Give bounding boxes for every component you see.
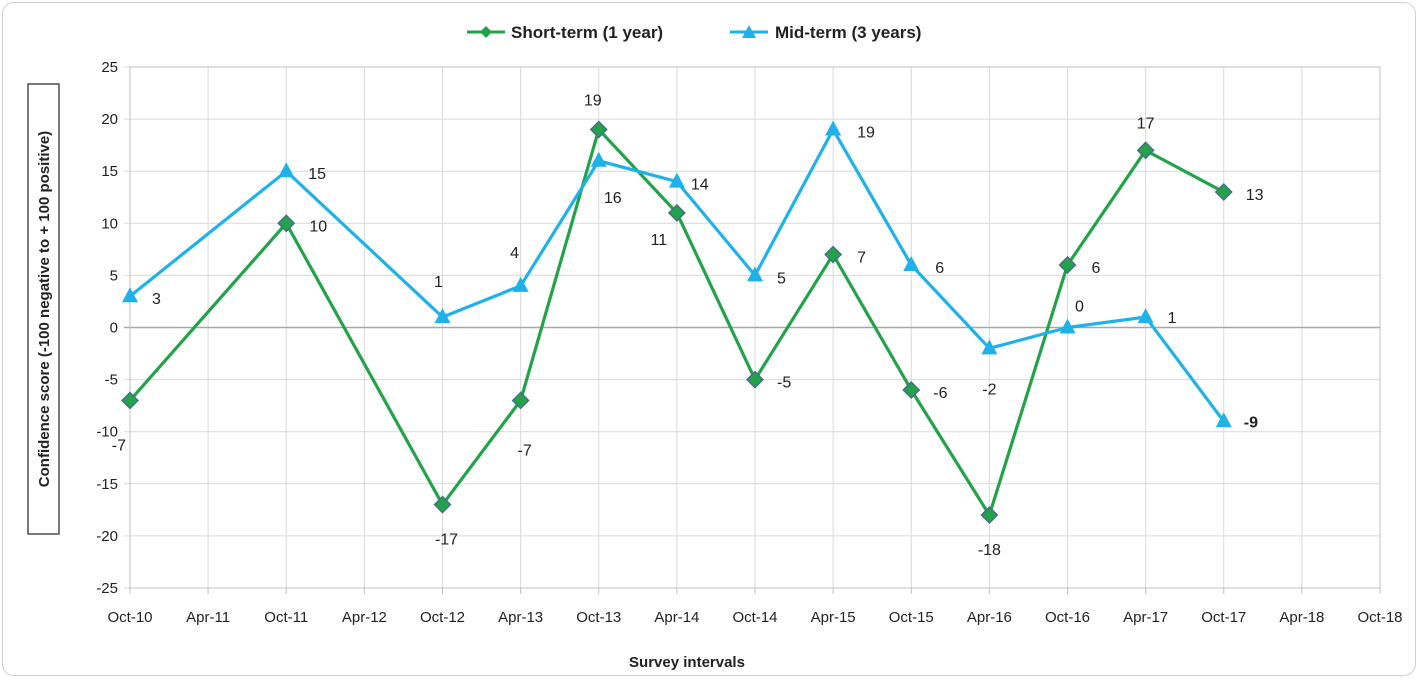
series-layer (121, 120, 1233, 525)
x-tick-label: Oct-16 (1045, 609, 1090, 626)
y-tick-label: 15 (101, 163, 118, 180)
x-tick-label: Oct-11 (264, 609, 308, 626)
data-label-mid-term-3-years-apr-14: 14 (691, 177, 709, 194)
data-label-mid-term-3-years-apr-13: 4 (510, 245, 519, 262)
point-mid-term-3-years-apr-15 (825, 120, 842, 136)
point-mid-term-3-years-oct-14 (747, 266, 763, 282)
point-short-term-1-year-oct-17 (1214, 183, 1233, 202)
y-tick-label: 25 (101, 59, 118, 76)
point-short-term-1-year-apr-16 (980, 506, 999, 525)
x-tick-label: Oct-13 (576, 609, 621, 626)
y-tick-label: -5 (105, 372, 118, 389)
data-label-mid-term-3-years-oct-10: 3 (152, 291, 161, 308)
point-mid-term-3-years-oct-15 (903, 255, 920, 271)
x-axis-title: Survey intervals (629, 654, 745, 671)
legend-item-short-term: Short-term (1 year) (467, 23, 663, 42)
data-label-short-term-1-year-apr-13: -7 (518, 442, 532, 459)
data-label-short-term-1-year-oct-11: 10 (309, 218, 327, 235)
data-label-short-term-1-year-apr-17: 17 (1137, 115, 1155, 132)
point-short-term-1-year-oct-14 (746, 370, 764, 389)
x-tick-label: Oct-15 (889, 609, 934, 626)
y-tick-label: -20 (96, 528, 118, 545)
data-label-short-term-1-year-oct-13: 19 (584, 93, 602, 110)
y-axis-title: Confidence score (-100 negative to + 100… (36, 131, 53, 487)
point-mid-term-3-years-oct-16 (1059, 318, 1076, 334)
data-label-mid-term-3-years-oct-15: 6 (935, 260, 944, 277)
point-short-term-1-year-oct-16 (1058, 255, 1077, 274)
y-tick-label: 0 (110, 320, 118, 337)
grid-lines (124, 66, 1381, 589)
data-label-mid-term-3-years-oct-11: 15 (308, 166, 326, 183)
point-mid-term-3-years-oct-11 (278, 162, 295, 178)
y-tick-label: 10 (101, 215, 118, 232)
point-short-term-1-year-apr-15 (824, 245, 843, 264)
data-label-short-term-1-year-oct-10: -7 (112, 437, 126, 454)
point-short-term-1-year-apr-13 (511, 391, 530, 410)
x-tick-label: Apr-17 (1123, 609, 1168, 626)
x-tick-label: Apr-18 (1279, 609, 1324, 626)
data-label-mid-term-3-years-oct-13: 16 (604, 190, 622, 207)
legend-label-mid-term: Mid-term (3 years) (775, 23, 921, 42)
y-axis-title-box: Confidence score (-100 negative to + 100… (27, 83, 60, 535)
legend-item-mid-term: Mid-term (3 years) (730, 23, 921, 42)
x-tick-label: Apr-11 (186, 609, 230, 626)
point-short-term-1-year-oct-11 (277, 214, 296, 233)
x-tick-label: Oct-10 (107, 609, 152, 626)
y-axis-ticks: 25 20 15 10 5 0 -5 -10 -15 -20 -25 (96, 59, 118, 597)
point-mid-term-3-years-oct-10 (122, 287, 138, 303)
y-tick-label: -10 (96, 424, 118, 441)
x-tick-label: Oct-12 (420, 609, 465, 626)
data-label-mid-term-3-years-oct-16: 0 (1075, 299, 1084, 316)
legend-label-short-term: Short-term (1 year) (511, 23, 663, 42)
data-label-mid-term-3-years-oct-12: 1 (434, 274, 443, 291)
point-short-term-1-year-oct-15 (902, 381, 921, 400)
x-tick-label: Oct-18 (1357, 609, 1402, 626)
x-tick-label: Apr-13 (498, 609, 543, 626)
data-label-mid-term-3-years-oct-17: -9 (1244, 414, 1258, 431)
data-label-short-term-1-year-apr-15: 7 (857, 250, 866, 267)
y-tick-label: 5 (110, 267, 118, 284)
data-label-mid-term-3-years-apr-16: -2 (982, 381, 996, 398)
y-tick-label: -15 (96, 476, 118, 493)
y-tick-label: 20 (101, 111, 118, 128)
y-axis-title-border (27, 83, 60, 535)
legend-swatch-short-term-marker (480, 26, 492, 38)
data-label-mid-term-3-years-apr-15: 19 (857, 125, 875, 142)
point-short-term-1-year-oct-12 (433, 495, 452, 514)
point-short-term-1-year-apr-17 (1136, 141, 1155, 160)
point-short-term-1-year-apr-14 (667, 203, 686, 222)
x-tick-label: Apr-12 (342, 609, 387, 626)
data-label-short-term-1-year-oct-12: -17 (435, 532, 458, 549)
data-label-mid-term-3-years-apr-17: 1 (1168, 310, 1177, 327)
point-short-term-1-year-oct-13 (589, 120, 608, 139)
legend-swatch-mid-term-marker (742, 25, 756, 38)
x-tick-label: Apr-16 (967, 609, 1012, 626)
data-label-mid-term-3-years-oct-14: 5 (777, 270, 786, 287)
legend: Short-term (1 year) Mid-term (3 years) (467, 23, 921, 42)
point-mid-term-3-years-apr-16 (981, 339, 998, 355)
point-mid-term-3-years-apr-14 (668, 172, 685, 188)
point-mid-term-3-years-oct-13 (590, 151, 607, 167)
data-label-short-term-1-year-oct-14: -5 (777, 375, 791, 392)
data-label-short-term-1-year-oct-16: 6 (1092, 260, 1101, 277)
point-mid-term-3-years-apr-13 (512, 276, 529, 292)
x-tick-label: Oct-17 (1201, 609, 1246, 626)
data-label-short-term-1-year-apr-16: -18 (978, 542, 1001, 559)
data-labels: -710-17-71911-57-6-18617133151416145196-… (112, 93, 1264, 560)
data-label-short-term-1-year-apr-14: 11 (651, 232, 668, 249)
point-mid-term-3-years-apr-17 (1137, 308, 1154, 324)
x-tick-label: Apr-15 (811, 609, 856, 626)
point-mid-term-3-years-oct-17 (1215, 412, 1232, 428)
x-tick-label: Oct-14 (732, 609, 777, 626)
x-axis-ticks: Oct-10 Apr-11 Oct-11 Apr-12 Oct-12 Apr-13 Oct-… (107, 588, 1403, 626)
x-tick-label: Apr-14 (654, 609, 699, 626)
y-tick-label: -25 (96, 580, 118, 597)
point-short-term-1-year-oct-10 (121, 391, 139, 410)
point-mid-term-3-years-oct-12 (434, 308, 451, 324)
data-label-short-term-1-year-oct-15: -6 (933, 385, 947, 402)
data-label-short-term-1-year-oct-17: 13 (1246, 187, 1264, 204)
